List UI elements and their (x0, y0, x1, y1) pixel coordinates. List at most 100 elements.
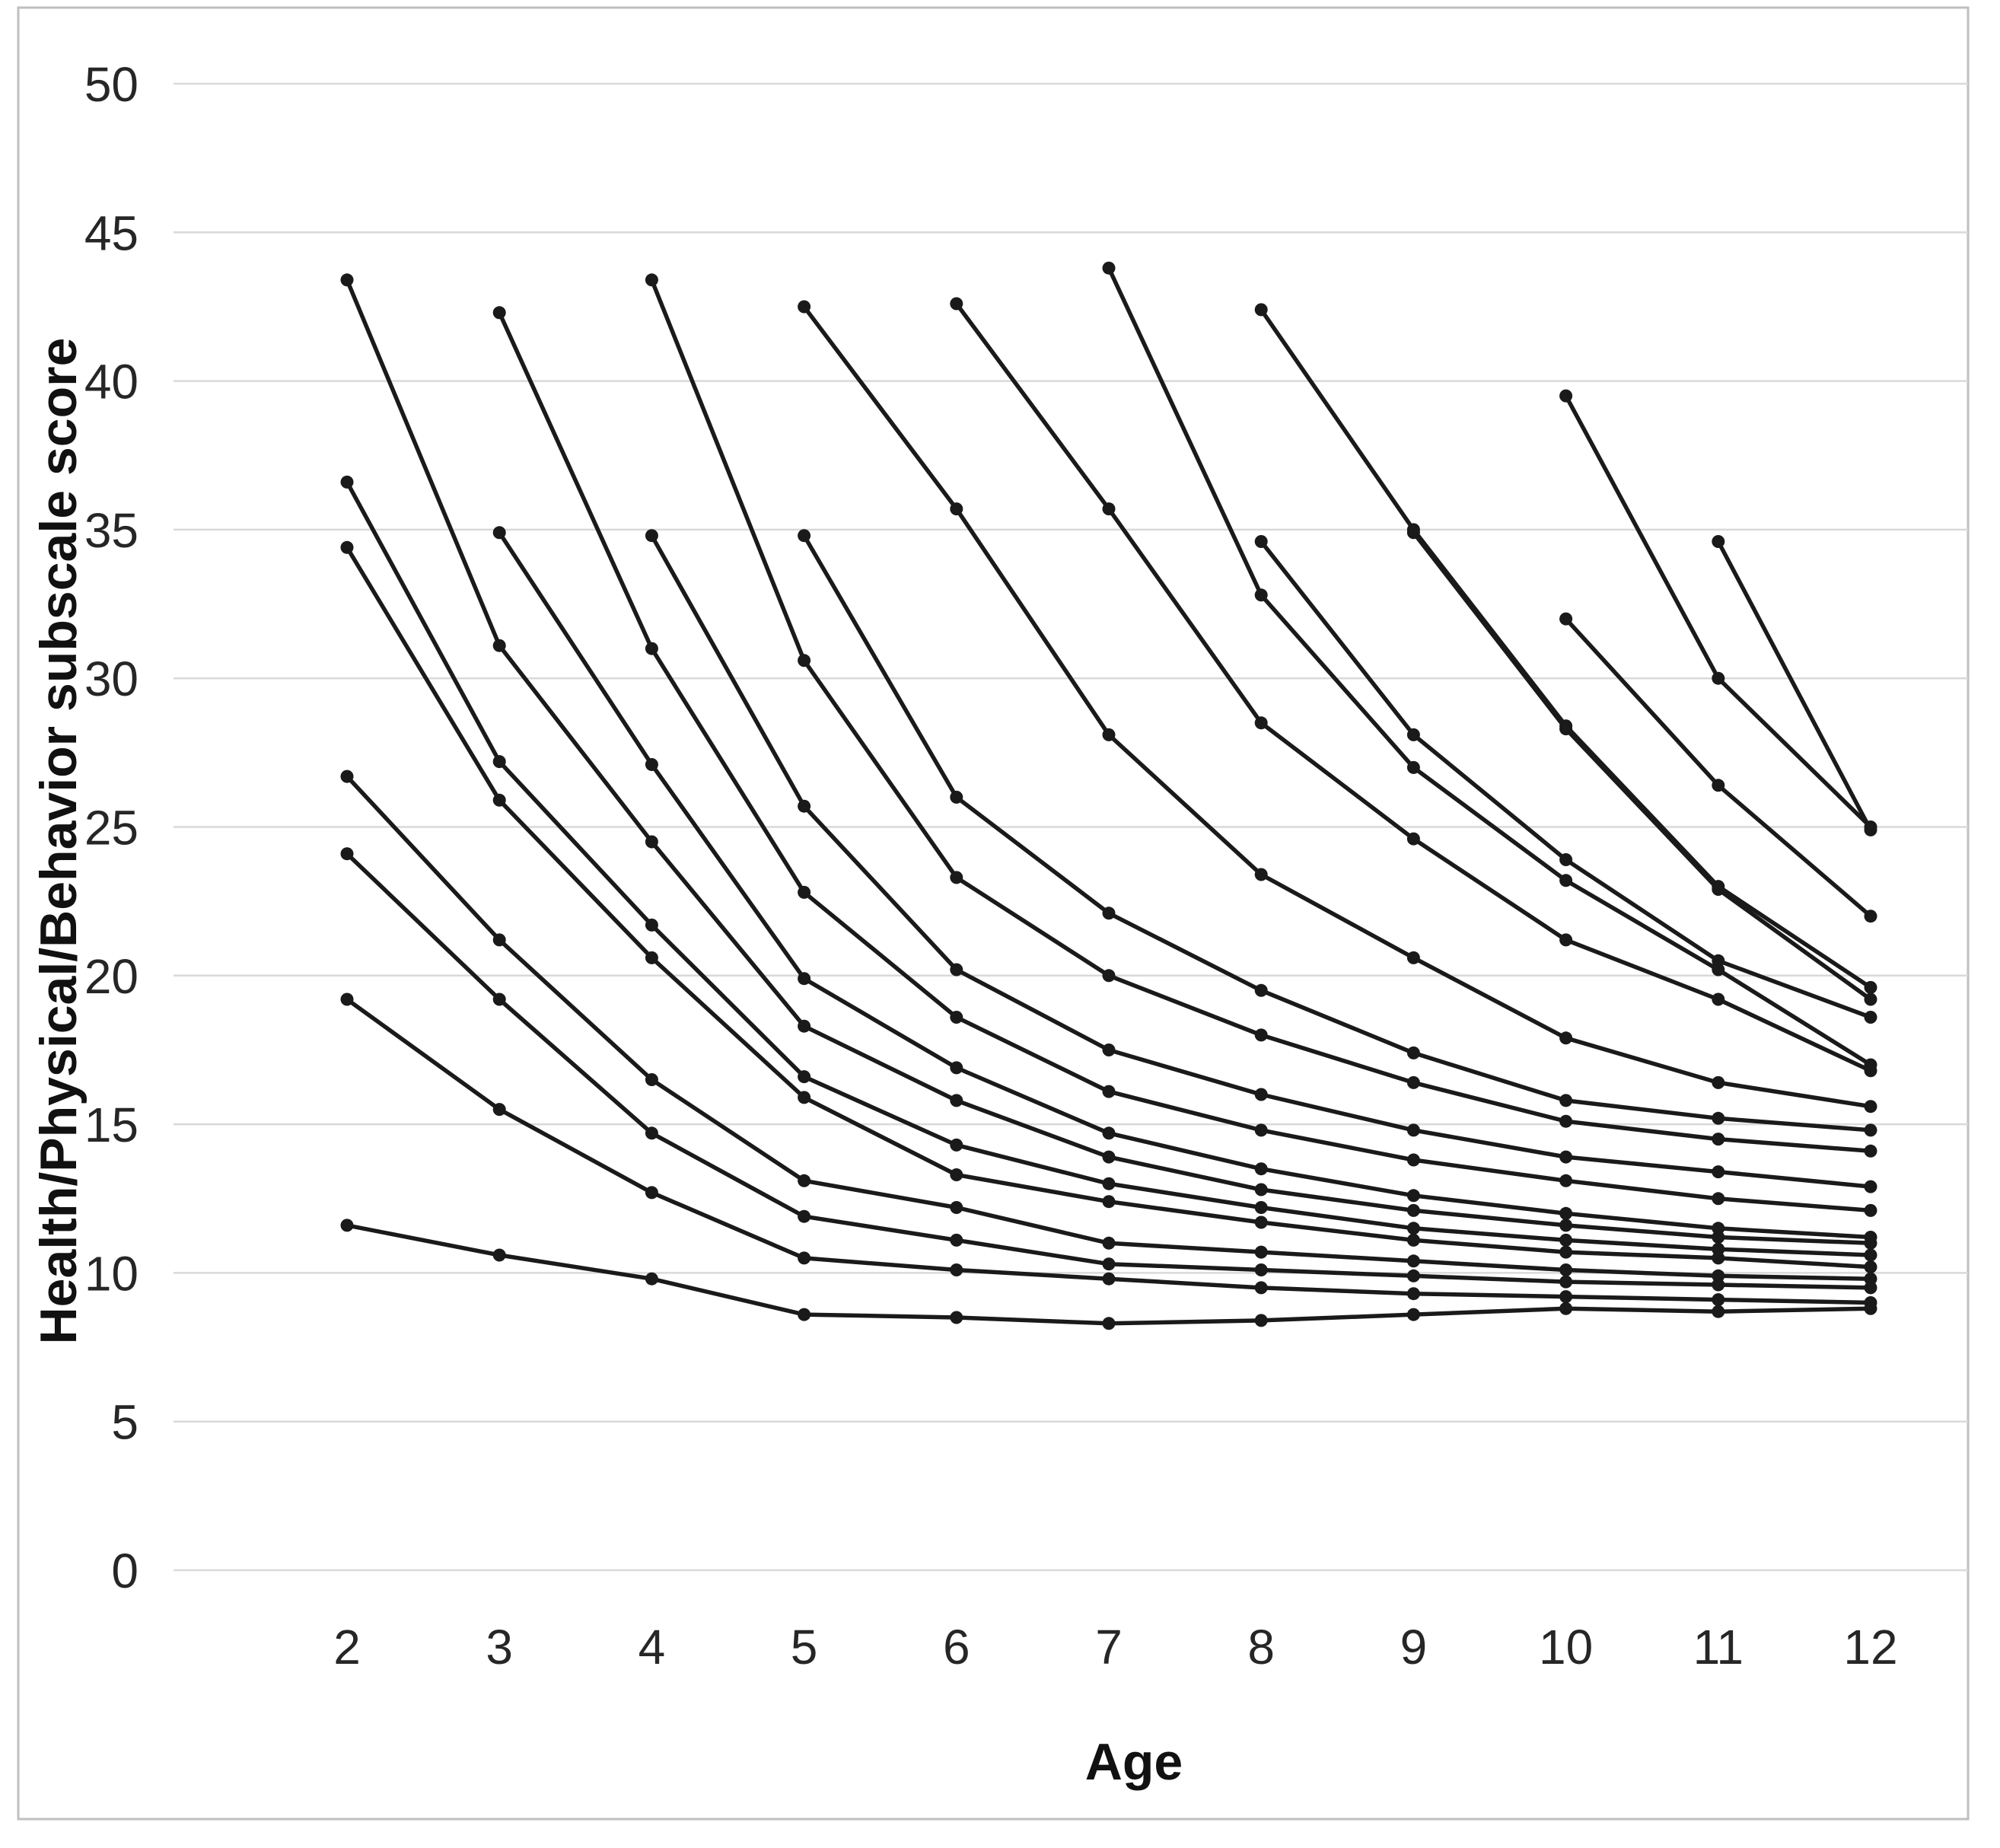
data-point (340, 1219, 354, 1232)
data-point (1864, 910, 1877, 923)
data-point (798, 972, 811, 986)
data-point (1406, 1222, 1420, 1235)
data-point (1559, 389, 1573, 403)
data-point (1712, 1293, 1725, 1307)
data-point (1406, 1233, 1420, 1247)
data-point (1864, 1123, 1877, 1137)
data-point (1559, 612, 1573, 626)
data-point (798, 529, 811, 543)
data-point (645, 1186, 658, 1200)
data-point (1102, 1195, 1116, 1209)
data-point (1712, 963, 1725, 977)
data-point (1559, 1206, 1573, 1220)
data-point (1559, 1031, 1573, 1045)
x-tick-label: 11 (1693, 1620, 1744, 1674)
x-tick-label: 10 (1539, 1620, 1593, 1674)
data-point (1406, 1153, 1420, 1167)
data-point (645, 951, 658, 964)
data-point (1406, 728, 1420, 741)
data-point (645, 758, 658, 771)
data-point (492, 1248, 506, 1262)
x-tick-label: 3 (486, 1620, 513, 1674)
y-axis-title: Health/Physical/Behavior subscale score (30, 338, 88, 1345)
data-point (1406, 1269, 1420, 1282)
y-tick-label: 20 (84, 949, 139, 1004)
data-point (1102, 1257, 1116, 1271)
data-point (1559, 1302, 1573, 1315)
data-point (1406, 1075, 1420, 1089)
data-point (645, 835, 658, 849)
data-point (1254, 1281, 1268, 1295)
data-point (1254, 1245, 1268, 1259)
data-point (798, 1070, 811, 1084)
data-point (1559, 874, 1573, 887)
series-line-cohort-3a (497, 311, 1873, 1213)
data-point (1406, 951, 1420, 964)
data-point (1102, 1150, 1116, 1164)
series-line-cohort-10a (1563, 393, 1873, 830)
data-point (1102, 1236, 1116, 1250)
data-point (950, 963, 963, 977)
data-point (1254, 1201, 1268, 1214)
data-point (798, 300, 811, 314)
data-point (1406, 1287, 1420, 1301)
data-point (1406, 1308, 1420, 1321)
data-point (1864, 980, 1877, 994)
data-point (1712, 1278, 1725, 1292)
data-point (1102, 1126, 1116, 1140)
data-point (798, 1308, 811, 1321)
data-point (1254, 1088, 1268, 1101)
series-line-cohort-4a (649, 278, 1873, 1154)
data-point (1559, 1290, 1573, 1304)
data-point (1712, 954, 1725, 967)
data-point (1559, 1150, 1573, 1164)
data-point (950, 1094, 963, 1107)
data-point (950, 1263, 963, 1276)
data-point (1559, 1219, 1573, 1232)
series-line-cohort-10b (1563, 617, 1873, 919)
data-point (1864, 1281, 1877, 1295)
data-point (950, 297, 963, 311)
data-point (1559, 933, 1573, 947)
data-point (1864, 1058, 1877, 1072)
data-point (1102, 261, 1116, 275)
data-point (1406, 1046, 1420, 1059)
data-point (340, 475, 354, 489)
data-point (1254, 716, 1268, 730)
data-point (492, 306, 506, 320)
data-point (1406, 1123, 1420, 1137)
data-point (1102, 906, 1116, 920)
series-line-cohort-9a (1411, 531, 1873, 1002)
data-point (1254, 1314, 1268, 1327)
y-axis-tick-labels: 0 5 10 15 20 25 30 35 40 45 50 (84, 57, 139, 1598)
gridlines (174, 82, 1968, 1572)
data-point (1864, 1203, 1877, 1217)
data-point (1254, 1263, 1268, 1276)
data-point (1864, 1260, 1877, 1274)
data-point (1712, 779, 1725, 792)
data-point (950, 502, 963, 516)
data-point (1712, 1075, 1725, 1089)
data-point (492, 526, 506, 540)
data-point (1864, 1248, 1877, 1262)
data-point (492, 993, 506, 1006)
y-tick-label: 0 (111, 1544, 139, 1598)
data-point (950, 1233, 963, 1247)
data-point (492, 639, 506, 652)
y-tick-label: 30 (84, 652, 139, 706)
data-point (1864, 1272, 1877, 1286)
series-line-cohort-11a (1716, 539, 1873, 833)
data-point (1406, 1254, 1420, 1268)
x-tick-label: 7 (1095, 1620, 1123, 1674)
data-point (492, 793, 506, 807)
data-point (1712, 535, 1725, 548)
y-tick-label: 10 (84, 1246, 139, 1301)
data-point (1712, 1111, 1725, 1125)
data-point (340, 769, 354, 783)
data-point (1864, 823, 1877, 836)
series-line-cohort-3b (497, 531, 1873, 1240)
data-point (645, 1126, 658, 1140)
y-tick-label: 5 (111, 1395, 139, 1450)
y-tick-label: 35 (84, 503, 139, 558)
